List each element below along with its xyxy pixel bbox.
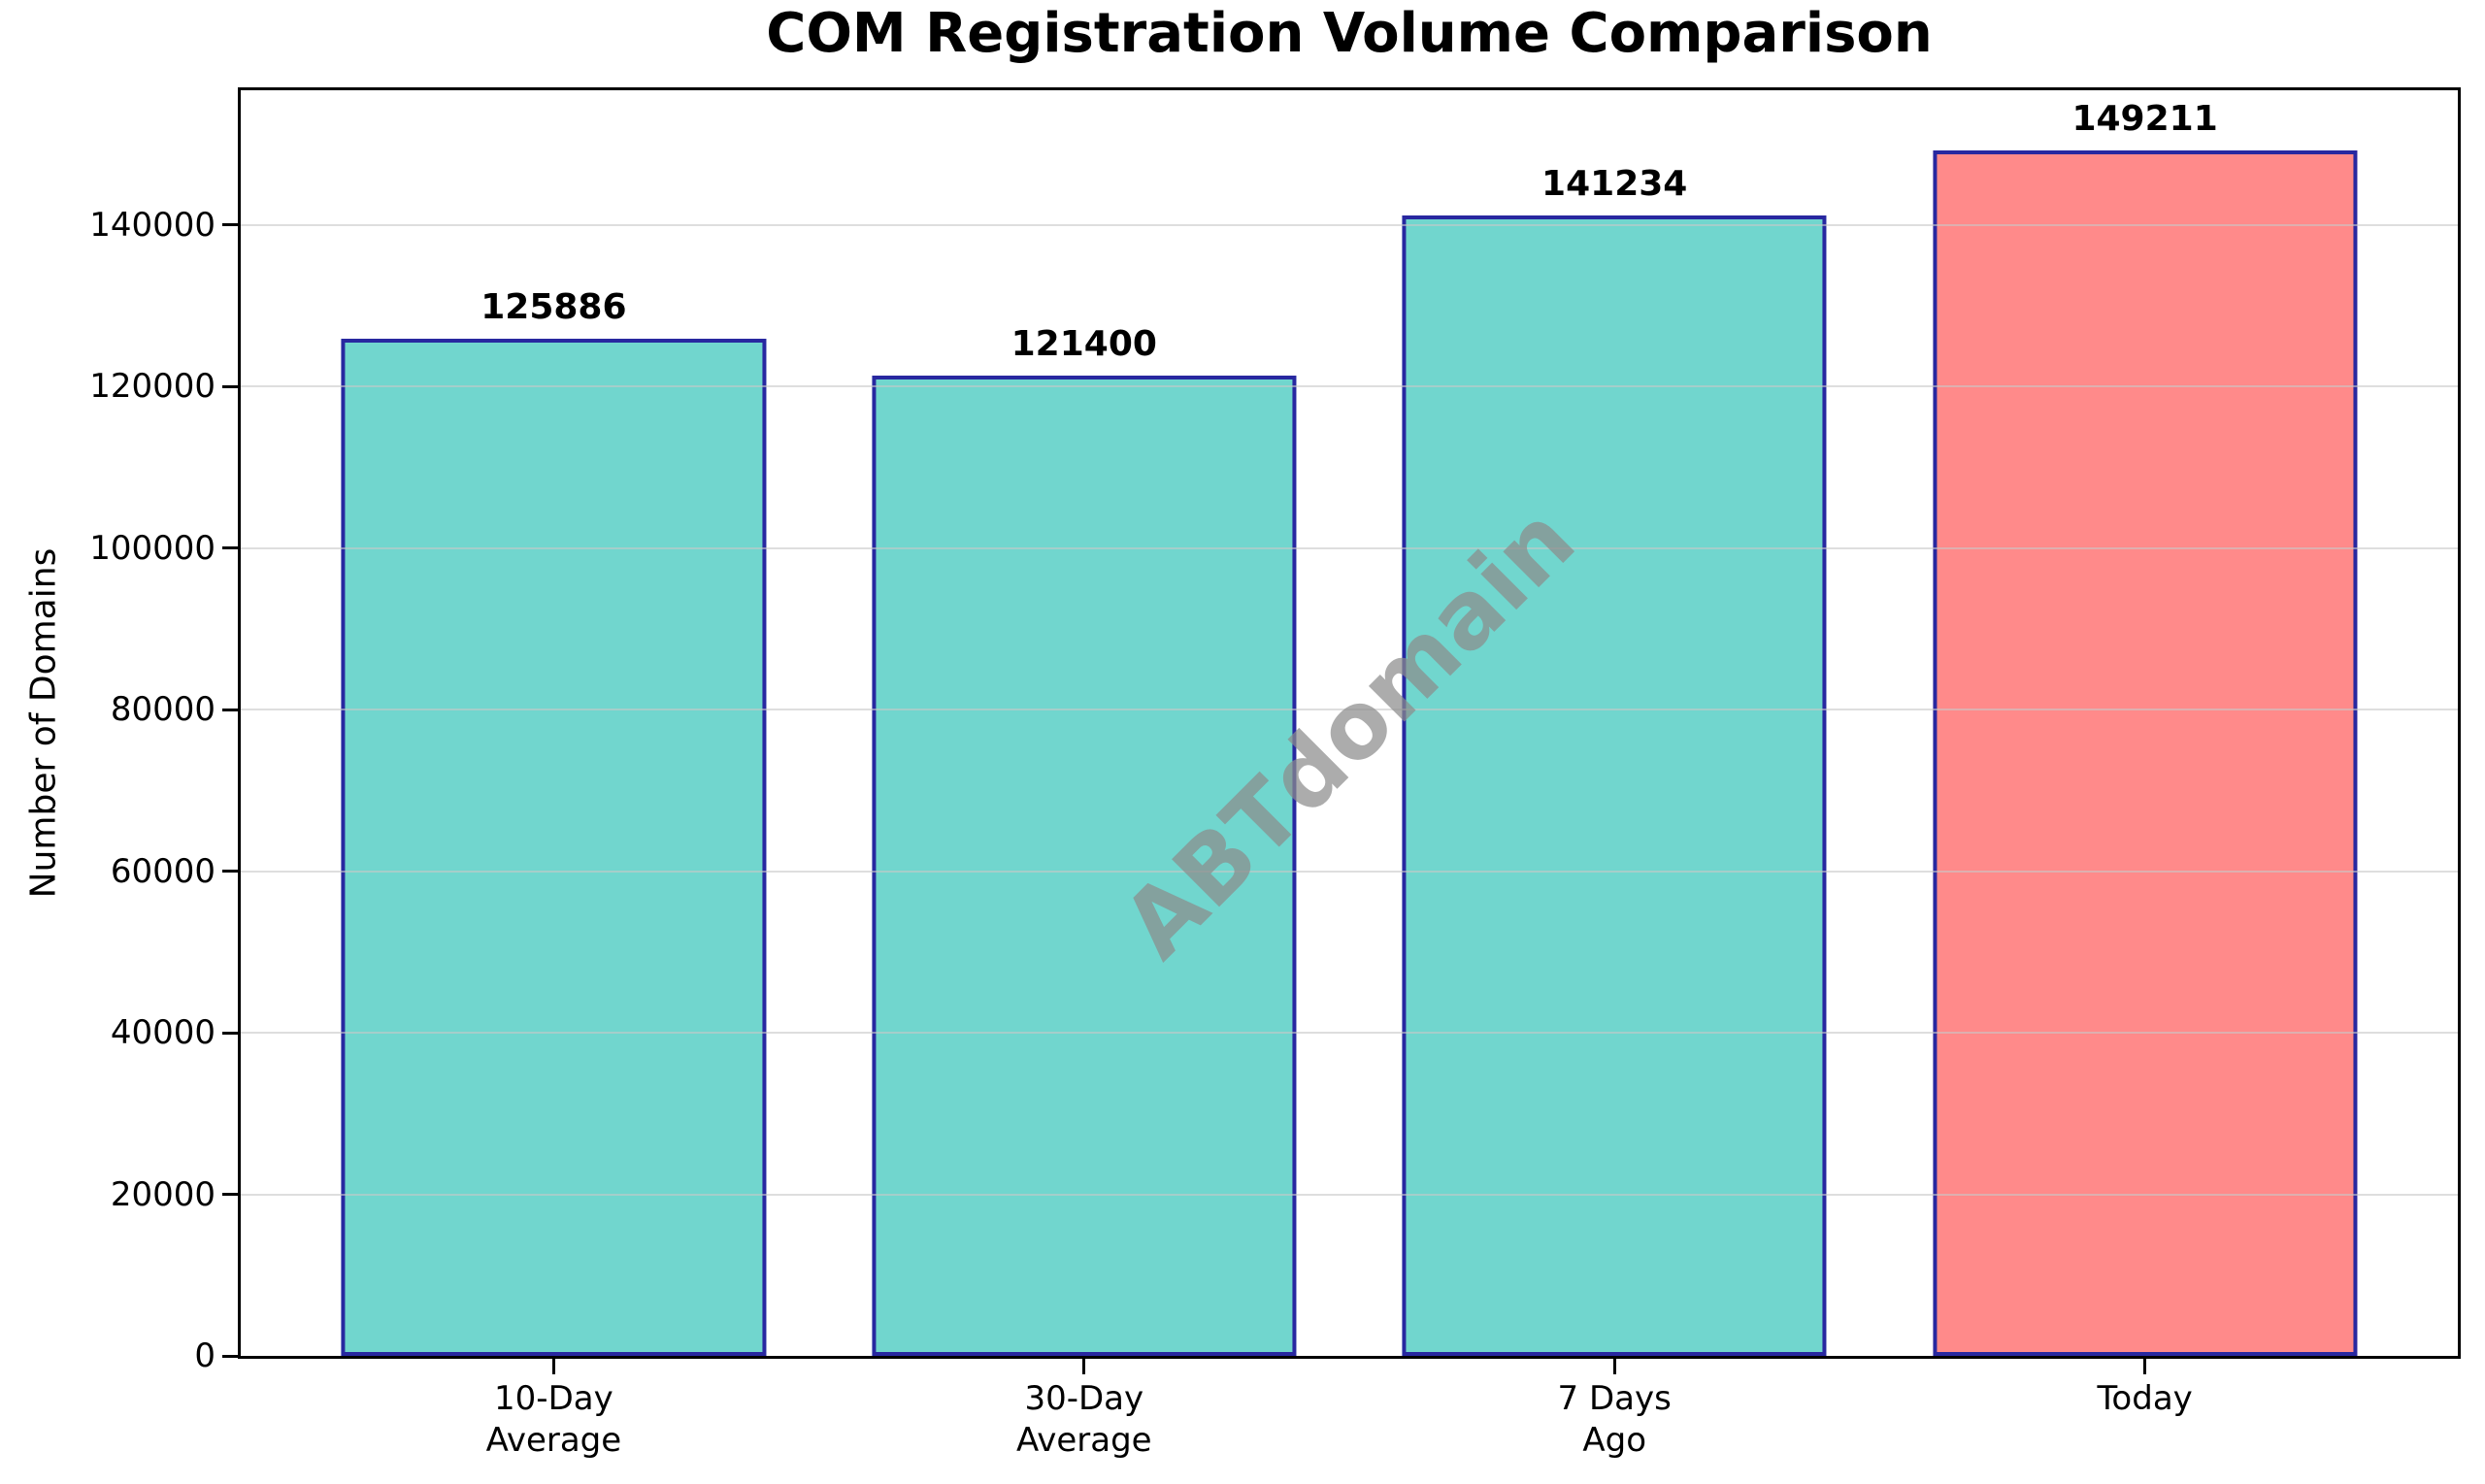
bar-4 [1933,150,2358,1356]
bar-value-label: 141234 [1541,163,1688,204]
x-tick-label-line: 30-Day [1024,1379,1144,1418]
x-tick-label-1: 10-Day Average [486,1378,622,1462]
y-tick-mark [222,1193,238,1197]
x-tick-label-4: Today [2097,1378,2192,1420]
x-tick-mark [1612,1359,1616,1374]
chart-title: COM Registration Volume Comparison [766,2,1933,65]
y-tick-mark [222,1031,238,1035]
plot-area: ABTdomain 125886 121400 141234 149211 [238,87,2461,1359]
y-tick-mark [222,870,238,874]
y-tick-label: 0 [194,1336,215,1375]
x-tick-label-line: Ago [1582,1421,1647,1460]
y-tick-label: 20000 [110,1174,215,1214]
y-tick-mark [222,384,238,388]
x-tick-mark [1082,1359,1086,1374]
y-tick-mark [222,1354,238,1358]
bar-1 [341,339,766,1356]
bar-value-label: 121400 [1011,323,1157,364]
x-tick-label-line: Today [2097,1379,2193,1418]
bar-3 [1402,214,1827,1356]
x-tick-mark [551,1359,555,1374]
y-tick-label: 100000 [89,528,215,568]
y-tick-label: 60000 [110,851,215,891]
y-tick-mark [222,546,238,550]
bar-2 [872,375,1297,1356]
y-tick-label: 80000 [110,690,215,730]
x-tick-mark [2143,1359,2147,1374]
x-tick-label-line: 7 Days [1557,1379,1672,1418]
y-tick-label: 120000 [89,367,215,407]
y-tick-mark [222,708,238,711]
y-tick-label: 140000 [89,205,215,245]
x-tick-label-line: Average [485,1421,622,1460]
bar-value-label: 125886 [480,287,627,328]
x-tick-label-line: 10-Day [494,1379,613,1418]
bar-value-label: 149211 [2071,99,2218,140]
y-tick-mark [222,223,238,227]
x-tick-label-line: Average [1015,1421,1152,1460]
x-tick-label-2: 30-Day Average [1016,1378,1152,1462]
x-tick-label-3: 7 Days Ago [1558,1378,1672,1462]
y-tick-label: 40000 [110,1013,215,1053]
